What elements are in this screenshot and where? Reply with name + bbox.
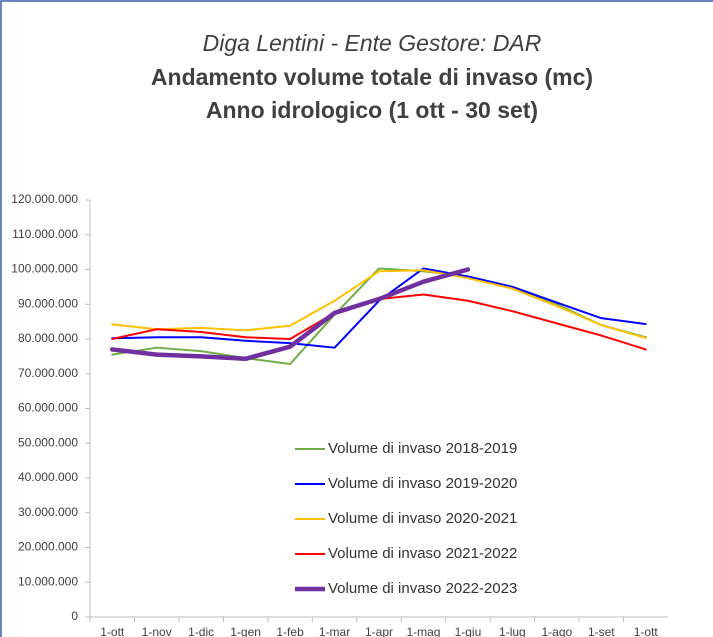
chart-subtitle: Anno idrologico (1 ott - 30 set) (206, 97, 538, 123)
x-tick-label: 1-ott (634, 625, 659, 637)
y-tick-label: 60.000.000 (18, 401, 78, 415)
x-tick-label: 1-apr (365, 625, 393, 637)
legend-label: Volume di invaso 2019-2020 (328, 475, 517, 492)
y-tick-label: 50.000.000 (18, 435, 78, 449)
y-tick-label: 20.000.000 (18, 540, 78, 554)
x-tick-label: 1-giu (455, 625, 482, 637)
y-tick-label: 110.000.000 (12, 227, 78, 241)
x-tick-label: 1-lug (499, 625, 526, 637)
x-tick-label: 1-set (588, 625, 615, 637)
series-line (111, 269, 647, 339)
x-tick-label: 1-dic (188, 625, 214, 637)
series-line (111, 267, 647, 366)
legend-label: Volume di invaso 2021-2022 (328, 545, 517, 562)
chart-subtitle: Andamento volume totale di invaso (mc) (151, 64, 593, 90)
y-tick-label: 30.000.000 (18, 505, 78, 519)
x-tick-label: 1-gen (230, 625, 261, 637)
y-tick-label: 70.000.000 (18, 366, 78, 380)
series-line (109, 267, 471, 362)
x-tick-label: 1-mag (406, 625, 440, 637)
legend-label: Volume di invaso 2020-2021 (328, 510, 517, 527)
x-tick-label: 1-mar (319, 625, 350, 637)
legend-label: Volume di invaso 2018-2019 (328, 440, 517, 457)
y-tick-label: 120.000.000 (11, 192, 78, 206)
chart-title: Diga Lentini - Ente Gestore: DAR (203, 30, 542, 56)
y-tick-label: 80.000.000 (18, 331, 78, 345)
legend-label: Volume di invaso 2022-2023 (328, 580, 517, 597)
x-tick-label: 1-ago (541, 625, 572, 637)
y-tick-label: 90.000.000 (18, 296, 78, 310)
x-tick-label: 1-ott (100, 625, 125, 637)
x-tick-label: 1-feb (276, 625, 304, 637)
y-tick-label: 10.000.000 (18, 574, 78, 588)
y-tick-label: 40.000.000 (18, 470, 78, 484)
y-tick-label: 100.000.000 (11, 262, 78, 276)
y-tick-label: 0 (71, 609, 78, 623)
x-tick-label: 1-nov (142, 625, 172, 637)
